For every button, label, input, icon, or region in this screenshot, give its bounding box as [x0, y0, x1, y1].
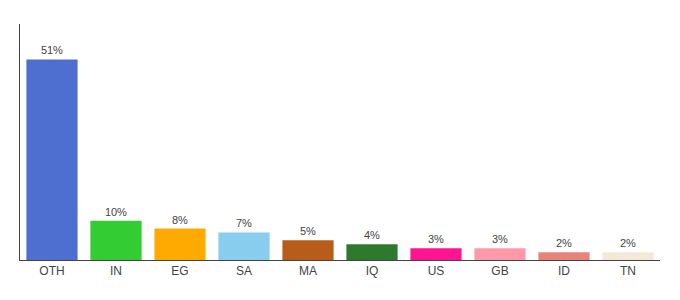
svg-text:10%: 10%	[105, 206, 127, 218]
svg-text:US: US	[428, 264, 445, 278]
svg-text:OTH: OTH	[39, 264, 64, 278]
svg-text:GB: GB	[491, 264, 508, 278]
svg-text:IQ: IQ	[366, 264, 379, 278]
svg-text:51%: 51%	[41, 44, 63, 56]
svg-text:8%: 8%	[172, 214, 188, 226]
svg-text:7%: 7%	[236, 217, 252, 229]
svg-text:4%: 4%	[364, 229, 380, 241]
svg-text:IN: IN	[110, 264, 122, 278]
svg-text:3%: 3%	[428, 233, 444, 245]
svg-text:3%: 3%	[492, 233, 508, 245]
svg-text:2%: 2%	[556, 237, 572, 249]
svg-text:2%: 2%	[620, 237, 636, 249]
svg-text:SA: SA	[236, 264, 252, 278]
svg-text:MA: MA	[299, 264, 317, 278]
svg-text:TN: TN	[620, 264, 636, 278]
svg-text:ID: ID	[558, 264, 570, 278]
svg-text:5%: 5%	[300, 225, 316, 237]
svg-text:EG: EG	[171, 264, 188, 278]
